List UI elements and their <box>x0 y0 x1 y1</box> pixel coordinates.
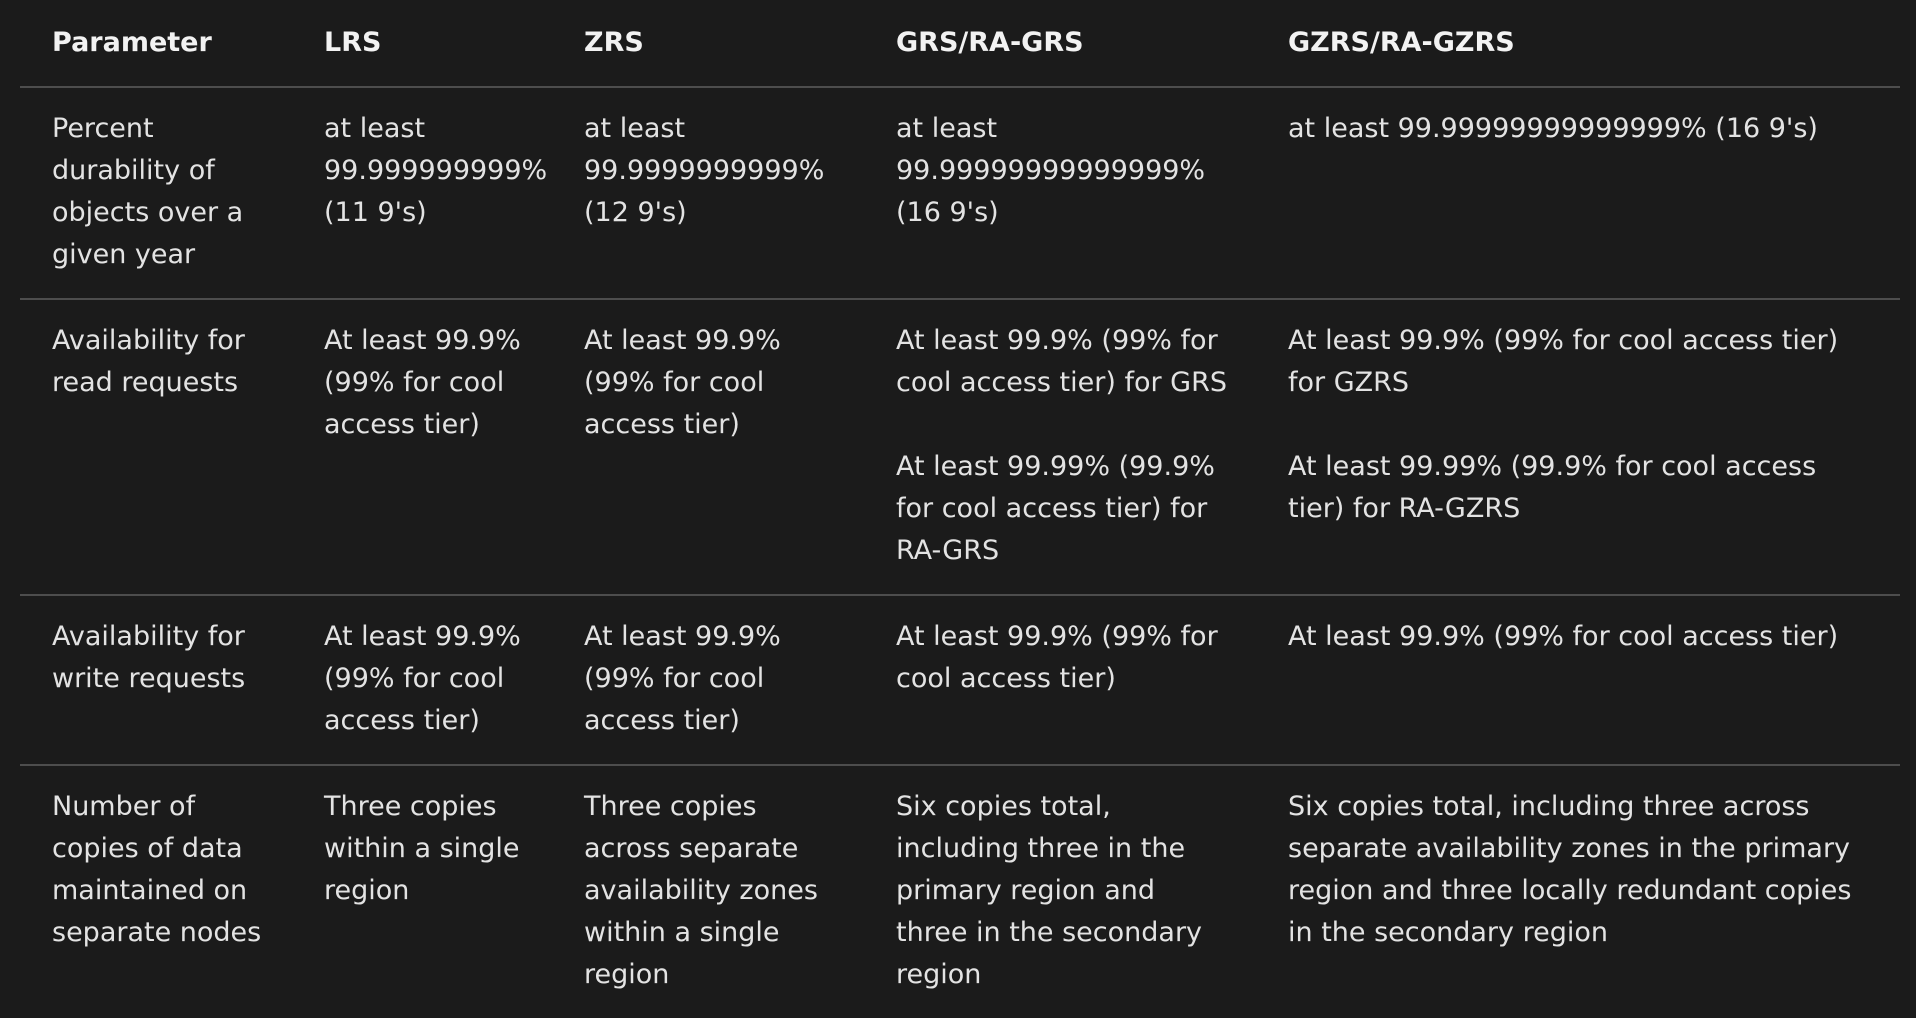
cell-lrs: At least 99.9% (99% for cool access tier… <box>292 299 552 596</box>
header-parameter: Parameter <box>20 0 292 88</box>
cell-lrs: Three copies within a single region <box>324 791 520 906</box>
cell-gzrs: At least 99.9% (99% for cool access tier… <box>1256 595 1900 766</box>
cell-grs: At least 99.9% (99% for cool access tier… <box>864 595 1256 766</box>
table-row-durability: Percent durability of objects over a giv… <box>20 87 1900 300</box>
header-zrs: ZRS <box>552 0 864 88</box>
cell-grs-text: Six copies total, including three in the… <box>896 791 1203 990</box>
cell-ra-gzrs-text: At least 99.99% (99.9% for cool access t… <box>1288 451 1817 524</box>
table-header: Parameter LRS ZRS GRS/RA-GRS GZRS/RA-GZR… <box>20 0 1900 88</box>
header-gzrs: GZRS/RA-GZRS <box>1256 0 1900 88</box>
cell-parameter: Number of copies of data maintained on s… <box>52 791 262 948</box>
header-row: Parameter LRS ZRS GRS/RA-GRS GZRS/RA-GZR… <box>20 0 1900 88</box>
cell-zrs: Three copies across separate availabilit… <box>584 791 818 990</box>
cell-gzrs-text: at least 99.99999999999999% (16 9's) <box>1288 113 1818 144</box>
table-row-write-availability: Availability for write requests At least… <box>20 595 1900 766</box>
cell-ra-grs-text: At least 99.99% (99.9% for cool access t… <box>896 451 1215 566</box>
cell-gzrs: at least 99.99999999999999% (16 9's) <box>1256 87 1900 300</box>
cell-gzrs-text: Six copies total, including three across… <box>1288 791 1852 948</box>
table-row-read-availability: Availability for read requests At least … <box>20 299 1900 596</box>
cell-gzrs: Six copies total, including three across… <box>1256 765 1900 1018</box>
cell-parameter: Availability for read requests <box>20 299 292 596</box>
cell-lrs: At least 99.9% (99% for cool access tier… <box>292 595 552 766</box>
cell-zrs: At least 99.9% (99% for cool access tier… <box>552 595 864 766</box>
cell-parameter: Availability for write requests <box>20 595 292 766</box>
table-row-copies: Number of copies of data maintained on s… <box>20 765 1900 1018</box>
cell-grs-text: at least 99.99999999999999% (16 9's) <box>896 113 1206 228</box>
table-body: Percent durability of objects over a giv… <box>20 87 1900 1018</box>
cell-gzrs-text: At least 99.9% (99% for cool access tier… <box>1288 325 1839 398</box>
redundancy-comparison-table: Parameter LRS ZRS GRS/RA-GRS GZRS/RA-GZR… <box>20 0 1900 1018</box>
cell-grs: Six copies total, including three in the… <box>864 765 1256 1018</box>
cell-grs-text: At least 99.9% (99% for cool access tier… <box>896 325 1227 398</box>
header-grs: GRS/RA-GRS <box>864 0 1256 88</box>
cell-parameter: Percent durability of objects over a giv… <box>20 87 292 300</box>
cell-gzrs-text: At least 99.9% (99% for cool access tier… <box>1288 621 1839 652</box>
cell-lrs: at least 99.999999999% (11 9's) <box>292 87 552 300</box>
cell-gzrs: At least 99.9% (99% for cool access tier… <box>1256 299 1900 596</box>
cell-zrs: At least 99.9% (99% for cool access tier… <box>552 299 864 596</box>
header-lrs: LRS <box>292 0 552 88</box>
cell-grs: At least 99.9% (99% for cool access tier… <box>864 299 1256 596</box>
cell-grs: at least 99.99999999999999% (16 9's) <box>864 87 1256 300</box>
cell-zrs: at least 99.9999999999% (12 9's) <box>552 87 864 300</box>
cell-grs-text: At least 99.9% (99% for cool access tier… <box>896 621 1218 694</box>
